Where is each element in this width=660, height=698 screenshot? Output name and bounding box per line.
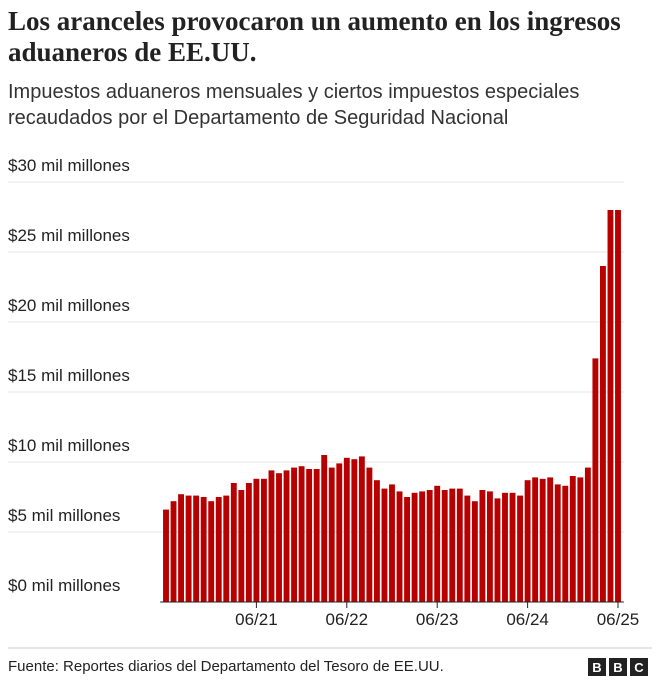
bar bbox=[343, 457, 350, 602]
bar bbox=[562, 485, 569, 602]
bar bbox=[276, 473, 282, 602]
bar bbox=[313, 469, 320, 602]
bar bbox=[539, 478, 546, 602]
subtitle: Impuestos aduaneros mensuales y ciertos … bbox=[8, 81, 580, 129]
bar bbox=[524, 480, 531, 602]
logo-letter: B bbox=[588, 658, 606, 676]
bar bbox=[411, 492, 418, 602]
logo-letter: B bbox=[609, 658, 627, 676]
bar bbox=[486, 491, 493, 602]
bar bbox=[306, 469, 313, 602]
bar bbox=[163, 509, 169, 602]
bar bbox=[291, 467, 298, 602]
bar bbox=[584, 467, 591, 602]
bar bbox=[502, 492, 508, 602]
bar bbox=[381, 488, 388, 602]
bar bbox=[577, 477, 584, 602]
logo: B B C bbox=[588, 658, 648, 676]
bar bbox=[569, 476, 576, 602]
y-tick-label: $20 mil millones bbox=[8, 296, 130, 315]
bar bbox=[517, 495, 524, 602]
bar bbox=[599, 266, 606, 602]
bar bbox=[449, 488, 456, 602]
bar bbox=[464, 495, 471, 602]
bar bbox=[426, 490, 433, 602]
bar bbox=[441, 490, 448, 602]
y-tick-label: $0 mil millones bbox=[8, 576, 120, 595]
bar bbox=[268, 470, 275, 602]
bar bbox=[404, 497, 411, 602]
bar bbox=[592, 358, 599, 602]
bar bbox=[607, 210, 614, 602]
bar bbox=[170, 501, 177, 602]
bar bbox=[208, 501, 215, 602]
bar bbox=[554, 484, 561, 602]
bar bbox=[193, 495, 200, 602]
bar bbox=[260, 478, 267, 602]
x-tick-label: 06/21 bbox=[235, 610, 278, 629]
y-tick-label: $5 mil millones bbox=[8, 506, 120, 525]
x-tick-label: 06/25 bbox=[597, 610, 640, 629]
y-tick-label: $30 mil millones bbox=[8, 156, 130, 175]
bar bbox=[223, 495, 230, 602]
bar bbox=[253, 478, 260, 602]
bar bbox=[389, 484, 395, 602]
bar bbox=[471, 501, 478, 602]
bar bbox=[373, 480, 380, 602]
bar bbox=[230, 483, 237, 602]
x-tick-label: 06/22 bbox=[326, 610, 369, 629]
bar bbox=[494, 498, 501, 602]
bar bbox=[509, 492, 516, 602]
bar bbox=[336, 463, 343, 602]
bar bbox=[200, 497, 207, 602]
bar bbox=[479, 490, 486, 602]
bar bbox=[321, 455, 328, 602]
bar bbox=[434, 485, 441, 602]
source: Fuente: Reportes diarios del Departament… bbox=[8, 658, 444, 675]
y-tick-label: $25 mil millones bbox=[8, 226, 130, 245]
bar bbox=[245, 483, 252, 602]
x-tick-label: 06/23 bbox=[416, 610, 459, 629]
y-tick-label: $15 mil millones bbox=[8, 366, 130, 385]
bar bbox=[238, 490, 245, 602]
bar bbox=[547, 477, 554, 602]
bar bbox=[532, 477, 539, 602]
y-tick-label: $10 mil millones bbox=[8, 436, 130, 455]
x-tick-label: 06/24 bbox=[506, 610, 549, 629]
logo-letter: C bbox=[630, 658, 648, 676]
bar bbox=[283, 470, 290, 602]
bar bbox=[328, 467, 335, 602]
bar bbox=[185, 495, 192, 602]
bar bbox=[615, 210, 621, 602]
bar bbox=[351, 459, 358, 602]
title: Los aranceles provocaron un aumento en l… bbox=[8, 6, 621, 67]
bar bbox=[366, 467, 373, 602]
bar bbox=[456, 488, 463, 602]
bar bbox=[298, 466, 305, 602]
bar bbox=[419, 491, 426, 602]
bar bbox=[358, 456, 365, 602]
bar bbox=[215, 497, 222, 602]
bar bbox=[178, 494, 185, 602]
bar bbox=[396, 491, 403, 602]
